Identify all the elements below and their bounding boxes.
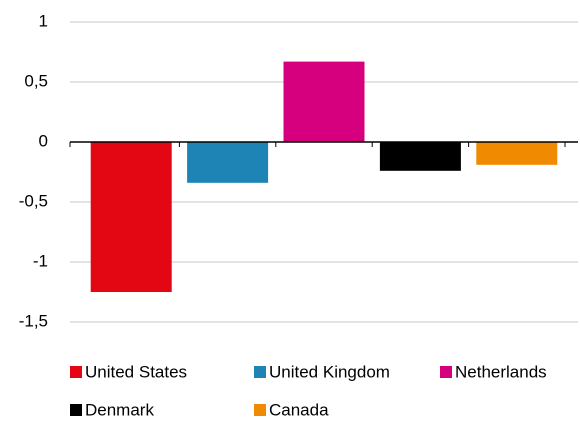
y-tick-label: -0,5 <box>19 191 48 210</box>
legend-swatch <box>254 366 266 378</box>
legend-label: United Kingdom <box>269 362 390 381</box>
bar <box>476 142 558 165</box>
bar <box>283 61 365 142</box>
y-tick-label: 1 <box>39 11 48 30</box>
legend-swatch <box>254 404 266 416</box>
legend-label: Denmark <box>85 400 154 419</box>
bar <box>379 142 461 171</box>
y-tick-label: -1 <box>33 251 48 270</box>
y-tick-label: 0 <box>39 131 48 150</box>
bar <box>187 142 269 183</box>
legend-label: Canada <box>269 400 329 419</box>
bar <box>90 142 172 292</box>
y-tick-label: 0,5 <box>24 71 48 90</box>
legend-label: United States <box>85 362 187 381</box>
legend-swatch <box>70 366 82 378</box>
legend-label: Netherlands <box>455 362 547 381</box>
legend-swatch <box>440 366 452 378</box>
legend-swatch <box>70 404 82 416</box>
y-tick-label: -1,5 <box>19 311 48 330</box>
